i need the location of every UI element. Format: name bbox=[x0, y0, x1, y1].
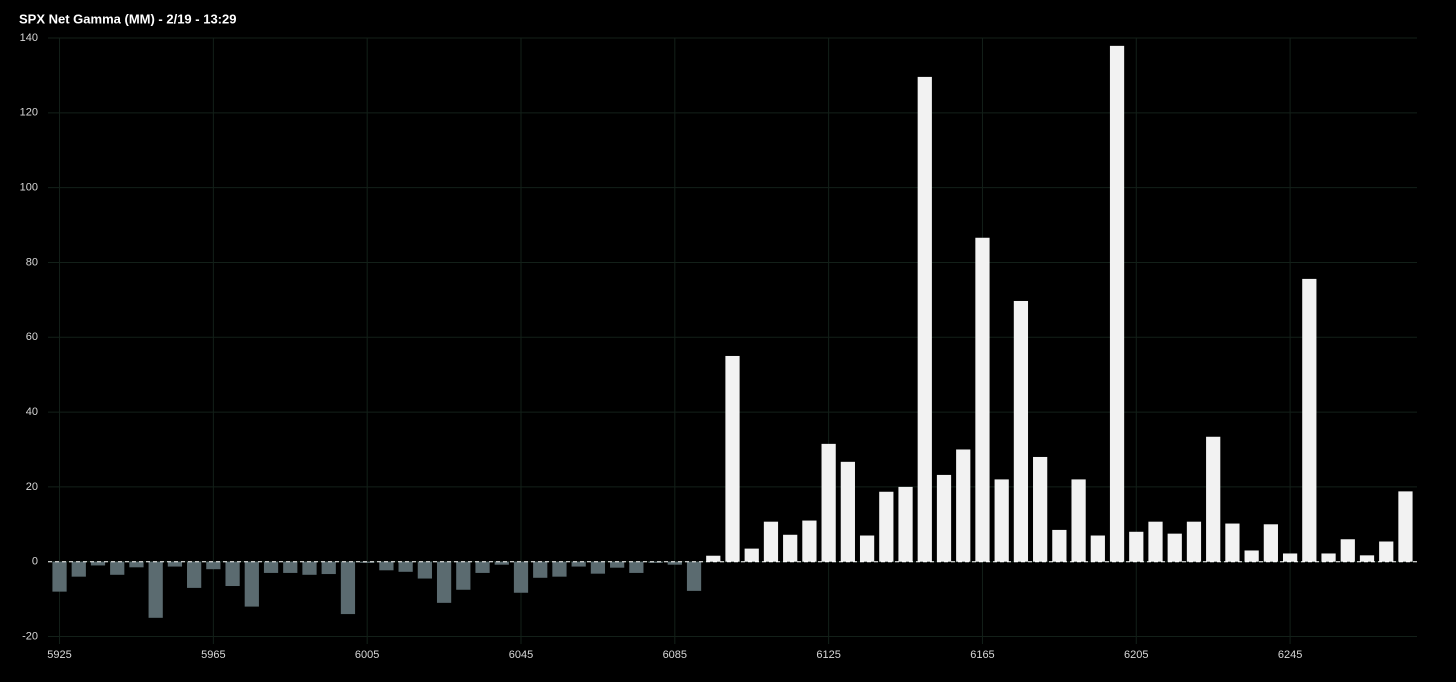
bar bbox=[552, 561, 567, 577]
bar bbox=[90, 561, 106, 566]
x-tick-label: 6085 bbox=[663, 649, 687, 661]
bar bbox=[725, 355, 740, 562]
bar bbox=[1186, 521, 1202, 562]
bar bbox=[263, 561, 279, 573]
bar bbox=[879, 491, 894, 562]
bar bbox=[148, 561, 163, 618]
bar bbox=[533, 561, 548, 578]
bar bbox=[1302, 278, 1317, 562]
bar bbox=[956, 449, 971, 562]
bar bbox=[1206, 436, 1221, 562]
bar bbox=[129, 561, 144, 568]
bar bbox=[590, 561, 606, 574]
bar bbox=[494, 561, 509, 565]
bar bbox=[244, 561, 259, 607]
bar bbox=[225, 561, 240, 587]
bar bbox=[52, 561, 67, 592]
bar bbox=[610, 561, 625, 568]
bar bbox=[1321, 553, 1336, 562]
bar bbox=[321, 561, 336, 575]
x-tick-label: 6245 bbox=[1278, 649, 1302, 661]
bar bbox=[706, 555, 721, 562]
x-tick-label: 6125 bbox=[816, 649, 840, 661]
bar bbox=[167, 561, 183, 567]
bar bbox=[1071, 479, 1086, 562]
bar bbox=[686, 561, 702, 591]
y-tick-label: 120 bbox=[20, 107, 38, 119]
y-tick-label: 60 bbox=[26, 331, 38, 343]
bar bbox=[340, 561, 356, 615]
bar bbox=[456, 561, 471, 590]
bar bbox=[1013, 300, 1029, 562]
bar bbox=[1052, 529, 1067, 562]
bar bbox=[1263, 524, 1278, 562]
bar bbox=[302, 561, 317, 575]
bar bbox=[417, 561, 432, 579]
bar bbox=[859, 535, 875, 562]
bar bbox=[667, 561, 682, 565]
bar bbox=[513, 561, 529, 593]
bar bbox=[475, 561, 490, 573]
x-tick-label: 6165 bbox=[970, 649, 994, 661]
bar bbox=[436, 561, 452, 603]
bar bbox=[783, 534, 798, 562]
bar bbox=[379, 561, 394, 571]
bar bbox=[187, 561, 202, 588]
bar bbox=[1033, 456, 1048, 562]
bar bbox=[994, 479, 1009, 562]
bar bbox=[360, 561, 375, 563]
bar bbox=[840, 461, 855, 562]
bar bbox=[398, 561, 413, 572]
bar bbox=[821, 443, 836, 562]
bar bbox=[1148, 521, 1163, 562]
bar bbox=[975, 237, 990, 562]
bar bbox=[1379, 541, 1394, 562]
bar bbox=[1167, 533, 1182, 562]
bar bbox=[1244, 550, 1259, 562]
y-tick-label: 0 bbox=[32, 556, 38, 568]
y-tick-label: 100 bbox=[20, 182, 38, 194]
x-tick-label: 5925 bbox=[47, 649, 71, 661]
bar bbox=[744, 548, 759, 562]
x-tick-label: 6205 bbox=[1124, 649, 1148, 661]
x-tick-label: 6045 bbox=[509, 649, 533, 661]
bar bbox=[629, 561, 644, 573]
bar bbox=[1225, 523, 1240, 562]
bar bbox=[110, 561, 125, 575]
x-tick-label: 6005 bbox=[355, 649, 379, 661]
bar bbox=[206, 561, 221, 570]
bar bbox=[1129, 531, 1144, 562]
bar bbox=[1090, 535, 1105, 562]
bar bbox=[898, 486, 913, 562]
y-tick-label: 20 bbox=[26, 481, 38, 493]
bar bbox=[763, 521, 779, 562]
bar bbox=[1109, 45, 1125, 562]
y-tick-label: 140 bbox=[20, 32, 38, 44]
y-tick-label: 80 bbox=[26, 256, 38, 268]
x-tick-label: 5965 bbox=[201, 649, 225, 661]
bar bbox=[1282, 553, 1298, 562]
y-tick-label: -20 bbox=[22, 630, 38, 642]
bar bbox=[648, 561, 663, 563]
bar bbox=[571, 561, 586, 567]
y-tick-label: 40 bbox=[26, 406, 38, 418]
bar bbox=[1359, 555, 1375, 562]
bar bbox=[802, 520, 817, 562]
bar bbox=[283, 561, 298, 573]
bar bbox=[1398, 491, 1413, 562]
bar bbox=[936, 474, 952, 562]
bar bbox=[71, 561, 86, 577]
bar bbox=[917, 76, 932, 562]
bar bbox=[1340, 539, 1355, 562]
chart-title: SPX Net Gamma (MM) - 2/19 - 13:29 bbox=[19, 11, 236, 26]
